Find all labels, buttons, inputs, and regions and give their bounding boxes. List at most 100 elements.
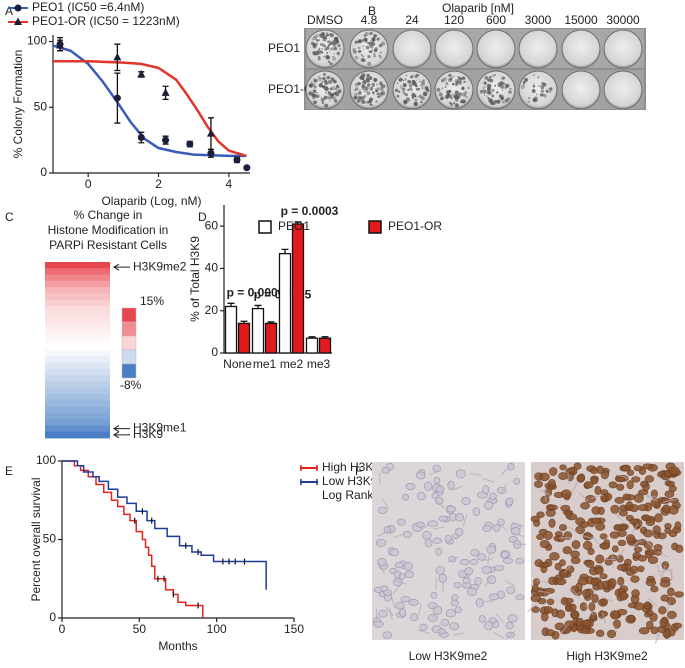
colony [457,79,459,81]
nucleus [455,469,466,479]
nucleus [513,477,521,485]
colony [482,87,485,89]
colony [332,94,335,97]
stroma [390,596,396,609]
nucleus [451,594,459,601]
nucleus [394,561,404,569]
nucleus [571,540,581,550]
nucleus [599,542,611,550]
colony [402,83,407,88]
colony [486,95,488,97]
colony [318,47,321,50]
colony [465,96,468,99]
stroma [433,526,446,530]
colony [369,50,373,54]
colony [333,52,335,55]
stroma [645,539,655,550]
colony [377,92,380,95]
colony [540,89,545,93]
stroma [564,563,573,574]
legend-ticks [300,479,318,485]
nucleus [611,545,619,553]
nucleus [482,525,492,532]
colony [500,84,505,89]
error-bar [294,221,302,225]
colony [498,82,500,84]
nucleus [542,561,550,568]
colony [370,86,373,89]
colony [445,82,449,86]
colony [491,94,495,98]
stroma [567,472,570,485]
stroma [393,533,406,539]
nucleus [594,566,604,575]
colony [421,82,426,87]
colony [369,31,373,36]
colony [490,101,494,106]
colony [324,103,329,108]
nucleus [539,472,550,482]
nucleus [646,609,654,616]
bar [264,322,278,354]
nucleus [674,521,682,530]
nucleus [645,620,654,630]
colony [313,85,317,89]
nucleus [515,557,525,565]
nucleus [423,481,433,491]
nucleus [474,576,482,586]
colony [362,79,367,84]
well [476,29,516,69]
colony [414,74,418,79]
colony [380,41,386,46]
nucleus [500,551,509,559]
row-arrow [113,425,130,432]
colony [320,98,325,102]
nucleus [618,509,628,517]
nucleus [424,538,433,548]
colony [354,55,359,60]
heatmap-cell [45,324,110,332]
nucleus [545,629,555,637]
colony [415,87,419,91]
heatmap-cell [45,280,110,288]
nucleus [600,493,608,503]
nucleus [398,572,406,580]
x-axis-label: Olaparib (Log, nM) [101,194,201,208]
nucleus [395,601,405,610]
nucleus [558,472,568,480]
stroma [434,577,437,590]
colony [318,83,323,88]
colony [318,39,321,41]
nucleus [430,591,438,599]
colony [332,43,337,47]
stroma [657,550,669,558]
nucleus [461,497,471,506]
colony [315,80,317,82]
colony [331,79,333,82]
nucleus [585,559,595,568]
colony [380,86,384,90]
nucleus [629,504,639,513]
well [392,29,432,69]
colony [542,82,547,87]
stroma [484,576,492,588]
colony [509,87,512,90]
nucleus [549,467,558,476]
marker [113,94,121,102]
colony [411,96,415,100]
nucleus [626,534,636,543]
colony [454,89,459,94]
colony [483,89,487,93]
nucleus [375,538,387,547]
colony [319,33,324,38]
legend-label: PEO1-OR (IC50 = 1223nM) [32,14,180,28]
nucleus [543,606,554,614]
nucleus [650,585,659,593]
row-label: H3K9me2 [133,259,187,273]
nucleus [617,539,627,547]
nucleus [594,485,602,496]
nucleus [616,554,624,563]
nucleus [590,476,599,485]
colony [539,93,543,97]
nucleus [549,552,560,561]
